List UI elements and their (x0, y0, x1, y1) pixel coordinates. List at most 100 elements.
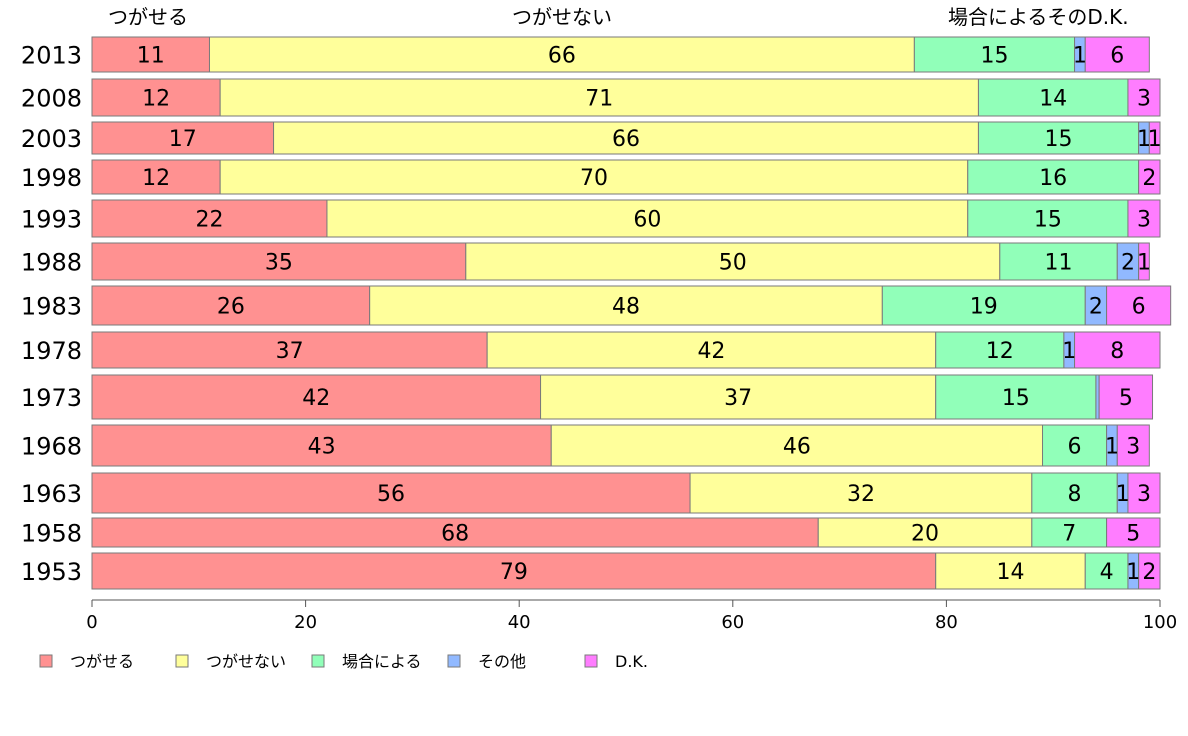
bar-segment (1138, 552, 1161, 590)
data-label: 6 (1110, 44, 1124, 69)
bar-segment (91, 242, 467, 281)
bar-segment (817, 517, 1033, 548)
bar-segment (91, 552, 937, 590)
data-label: 5 (1126, 522, 1140, 547)
bar-segment (1084, 36, 1150, 73)
data-label: 12 (986, 339, 1014, 364)
bar-segment (1127, 78, 1161, 117)
x-tick-label: 80 (935, 612, 958, 633)
bar-segment (935, 552, 1086, 590)
header-label-0: つがせる (108, 5, 188, 29)
data-label: 1 (1137, 251, 1151, 276)
bar-segment (486, 331, 937, 369)
data-label: 43 (308, 435, 336, 460)
data-label: 3 (1137, 482, 1151, 507)
data-label: 6 (1068, 435, 1082, 460)
data-label: 1 (1148, 127, 1162, 152)
bar-segment (935, 331, 1065, 369)
legend-label: その他 (478, 652, 526, 671)
bar-segment (91, 121, 275, 155)
x-tick-label: 0 (86, 612, 97, 633)
legend-label: つがせる (70, 652, 134, 671)
year-label-1978: 1978 (21, 337, 82, 365)
bar-segment (91, 424, 552, 467)
data-label: 19 (970, 295, 998, 320)
data-label: 8 (1068, 482, 1082, 507)
data-label: 14 (1039, 87, 1067, 112)
x-tick-label: 20 (294, 612, 317, 633)
data-label: 20 (911, 522, 939, 547)
year-label-1993: 1993 (21, 206, 82, 234)
data-label: 37 (724, 386, 752, 411)
legend: つがせる つがせない 場合による その他 D.K. (39, 652, 648, 671)
bar-segment (977, 121, 1140, 155)
year-label-1983: 1983 (21, 293, 82, 321)
x-tick-label: 40 (508, 612, 531, 633)
data-label: 1 (1073, 44, 1087, 69)
data-label: 66 (612, 127, 640, 152)
data-label: 1 (1062, 339, 1076, 364)
year-label-1968: 1968 (21, 433, 82, 461)
header-label-2: 場合によるそのD.K. (948, 5, 1129, 29)
data-label: 15 (1034, 208, 1062, 233)
bar-segment (1127, 472, 1161, 514)
data-label: 56 (377, 482, 405, 507)
bar-segment (1106, 517, 1161, 548)
bar-segment (273, 121, 979, 155)
year-label-1998: 1998 (21, 164, 82, 192)
legend-swatch (447, 654, 461, 668)
year-label-2003: 2003 (21, 125, 82, 153)
data-label: 4 (1100, 560, 1114, 585)
data-label: 46 (783, 435, 811, 460)
data-label: 15 (980, 44, 1008, 69)
bar-segment (1084, 552, 1129, 590)
data-label: 70 (580, 166, 608, 191)
data-label: 60 (633, 208, 661, 233)
data-label: 48 (612, 295, 640, 320)
legend-swatch (584, 654, 598, 668)
bar-segment (208, 36, 915, 73)
header-label-1: つがせない (512, 5, 612, 29)
data-label: 3 (1137, 87, 1151, 112)
data-label: 32 (847, 482, 875, 507)
data-label: 37 (276, 339, 304, 364)
data-label: 22 (195, 208, 223, 233)
data-label: 1 (1105, 435, 1119, 460)
legend-swatch (39, 654, 53, 668)
bar-segment (91, 472, 691, 514)
x-tick-label: 60 (721, 612, 744, 633)
data-label: 17 (169, 127, 197, 152)
bar-segment (1116, 424, 1150, 467)
year-label-2008: 2008 (21, 85, 82, 113)
data-label: 50 (719, 251, 747, 276)
bar-segment (91, 285, 371, 326)
legend-label: 場合による (342, 652, 422, 671)
data-label: 68 (441, 522, 469, 547)
data-label: 1 (1137, 127, 1151, 152)
legend-label: D.K. (615, 652, 648, 671)
bar-segment (1138, 242, 1150, 281)
data-label: 79 (500, 560, 528, 585)
year-label-1963: 1963 (21, 480, 82, 508)
bar-segment (935, 374, 1097, 420)
data-label: 14 (996, 560, 1024, 585)
legend-swatch (175, 654, 189, 668)
data-label: 2 (1089, 295, 1103, 320)
data-label: 1 (1126, 560, 1140, 585)
bar-segment (1031, 472, 1118, 514)
data-label: 1 (1116, 482, 1130, 507)
data-label: 2 (1142, 560, 1156, 585)
column-header-labels: つがせる つがせない 場合によるそのD.K. (108, 5, 1129, 29)
bar-segment (1074, 331, 1161, 369)
year-label-1953: 1953 (21, 558, 82, 586)
bar-segment (967, 199, 1129, 238)
data-label: 3 (1126, 435, 1140, 460)
data-label: 42 (697, 339, 725, 364)
bar-segment (977, 78, 1129, 117)
bar-segment (540, 374, 937, 420)
bar-segment (91, 374, 542, 420)
bar-segment (689, 472, 1033, 514)
bar-segment (465, 242, 1001, 281)
bar-segment (913, 36, 1076, 73)
